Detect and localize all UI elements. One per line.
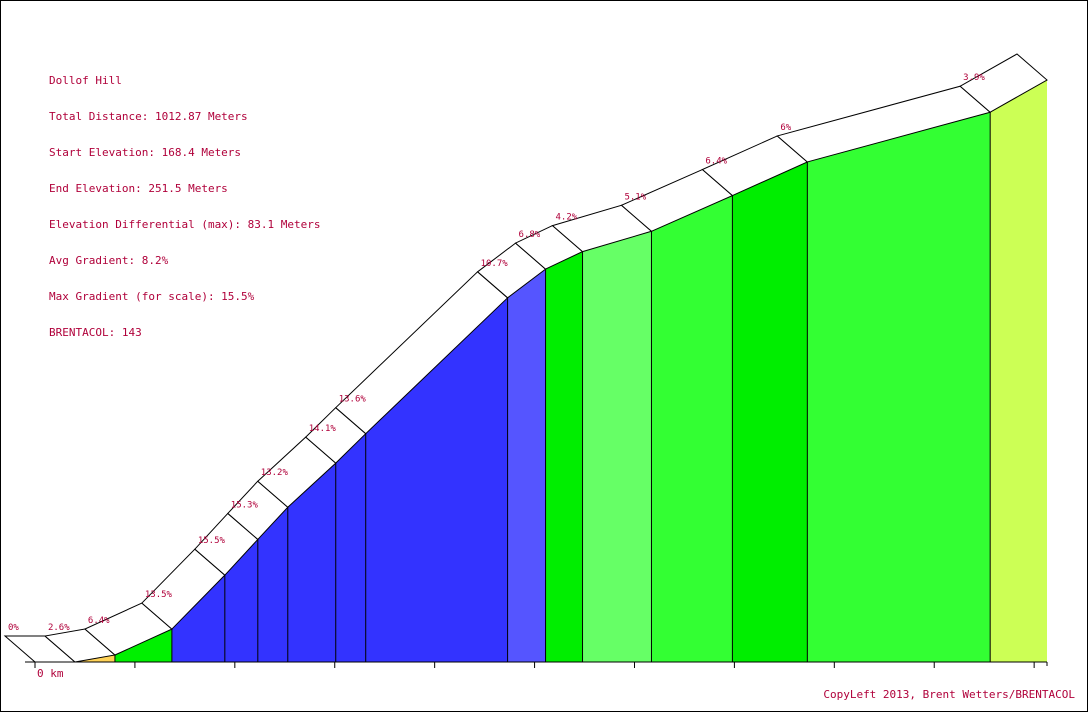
gradient-label-8: 13.6% — [339, 395, 367, 405]
gradient-label-1: 2.6% — [48, 623, 70, 633]
elevation-differential: Elevation Differential (max): 83.1 Meter… — [49, 218, 321, 231]
segment-fill-9 — [507, 269, 546, 662]
gradient-label-3: 13.5% — [145, 590, 173, 600]
segment-fill-8 — [365, 297, 508, 662]
gradient-label-0: 0% — [8, 623, 19, 633]
gradient-label-10: 6.8% — [519, 230, 541, 240]
gradient-label-15: 3.9% — [963, 73, 985, 83]
gradient-label-6: 13.2% — [261, 468, 289, 478]
start-elevation: Start Elevation: 168.4 Meters — [49, 146, 242, 159]
segment-fill-11 — [582, 231, 652, 662]
copyleft-footer: CopyLeft 2013, Brent Wetters/BRENTACOL — [823, 688, 1075, 701]
segment-fill-13 — [732, 161, 808, 662]
segment-fill-4 — [224, 539, 258, 662]
segment-fill-15 — [990, 80, 1047, 662]
gradient-label-12: 5.1% — [624, 192, 646, 202]
gradient-label-7: 14.1% — [309, 424, 337, 434]
gradient-label-13: 6.4% — [705, 157, 727, 167]
segment-fill-2 — [114, 629, 172, 662]
climb-info: Dollof Hill Total Distance: 1012.87 Mete… — [49, 51, 321, 351]
gradient-label-2: 6.4% — [88, 616, 110, 626]
segment-fill-10 — [545, 251, 583, 663]
avg-gradient: Avg Gradient: 8.2% — [49, 254, 169, 267]
gradient-label-11: 4.2% — [556, 213, 578, 223]
brentacol-score: BRENTACOL: 143 — [49, 326, 142, 339]
climb-name: Dollof Hill — [49, 74, 122, 87]
gradient-label-9: 10.7% — [481, 259, 509, 269]
gradient-label-14: 6% — [780, 123, 791, 133]
gradient-label-4: 15.5% — [198, 536, 226, 546]
gradient-label-5: 15.3% — [231, 500, 259, 510]
segment-fill-14 — [807, 112, 991, 662]
segment-fill-5 — [257, 507, 288, 662]
x-axis-zero-label: 0 km — [37, 667, 64, 680]
max-gradient: Max Gradient (for scale): 15.5% — [49, 290, 255, 303]
segment-fill-3 — [171, 575, 225, 662]
segment-fill-7 — [335, 433, 366, 662]
segment-fill-12 — [651, 195, 733, 662]
profile-band-15 — [959, 53, 1048, 113]
segment-fill-6 — [287, 463, 336, 662]
total-distance: Total Distance: 1012.87 Meters — [49, 110, 248, 123]
end-elevation: End Elevation: 251.5 Meters — [49, 182, 228, 195]
